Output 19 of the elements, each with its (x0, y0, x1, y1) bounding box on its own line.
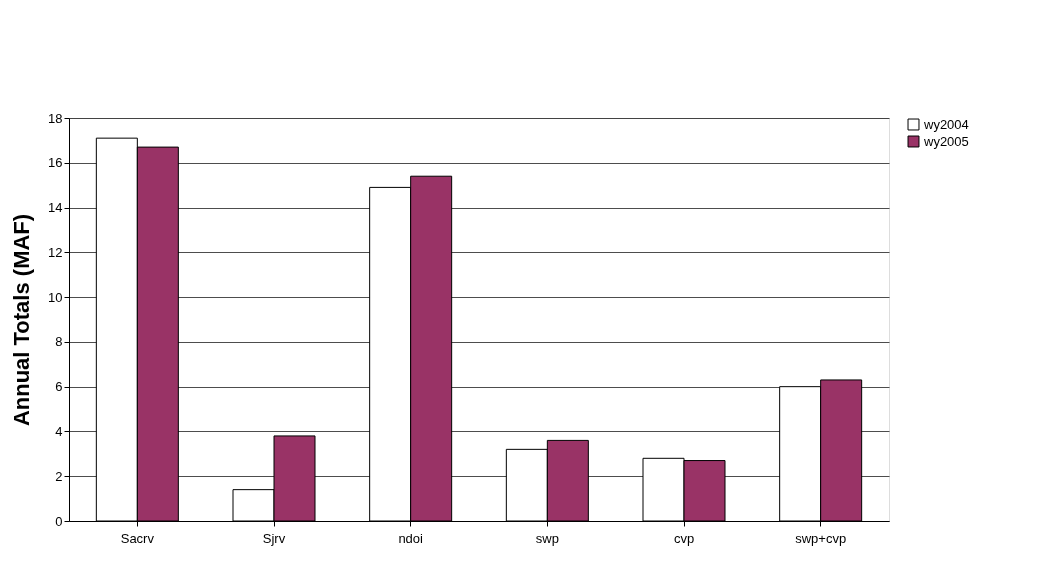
y-tick-label: 6 (55, 379, 63, 395)
x-tick-label: swp+cvp (795, 530, 847, 546)
y-axis-title: Annual Totals (MAF) (9, 213, 35, 427)
y-tick-label: 18 (48, 110, 63, 126)
y-tick-label: 16 (48, 155, 63, 171)
y-tick-label: 2 (55, 468, 63, 484)
legend-label: wy2005 (923, 133, 969, 149)
x-tick-label: Sacrv (120, 530, 155, 546)
y-tick-label: 0 (55, 513, 63, 529)
y-tick-label: 14 (48, 200, 63, 216)
y-tick-label: 12 (48, 244, 63, 260)
y-tick-label: 4 (55, 423, 63, 439)
y-tick-label: 10 (48, 289, 63, 305)
y-tick-label: 8 (55, 334, 63, 350)
x-tick-label: Sjrv (262, 530, 286, 546)
x-tick-label: cvp (673, 530, 695, 546)
x-tick-label: swp (535, 530, 559, 546)
legend-label: wy2004 (923, 116, 969, 132)
x-tick-label: ndoi (398, 530, 424, 546)
